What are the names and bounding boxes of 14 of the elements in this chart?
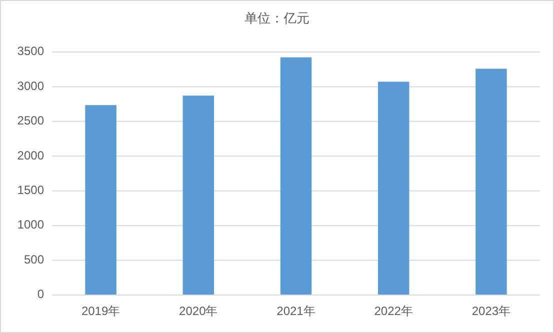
ytick: 3500 [17,44,44,58]
xtick: 2020年 [179,304,218,318]
xtick: 2019年 [81,304,120,318]
xtick: 2022年 [374,304,413,318]
xtick: 2023年 [472,304,511,318]
ytick: 3000 [17,78,44,93]
xtick: 2021年 [276,304,316,318]
ytick: 2000 [17,148,44,162]
ytick: 1000 [17,218,44,232]
ytick: 0 [37,287,44,302]
ytick: 500 [24,252,44,266]
ytick: 1500 [17,183,44,198]
title: 单位：亿元 [244,10,310,26]
ytick: 2500 [17,114,44,128]
